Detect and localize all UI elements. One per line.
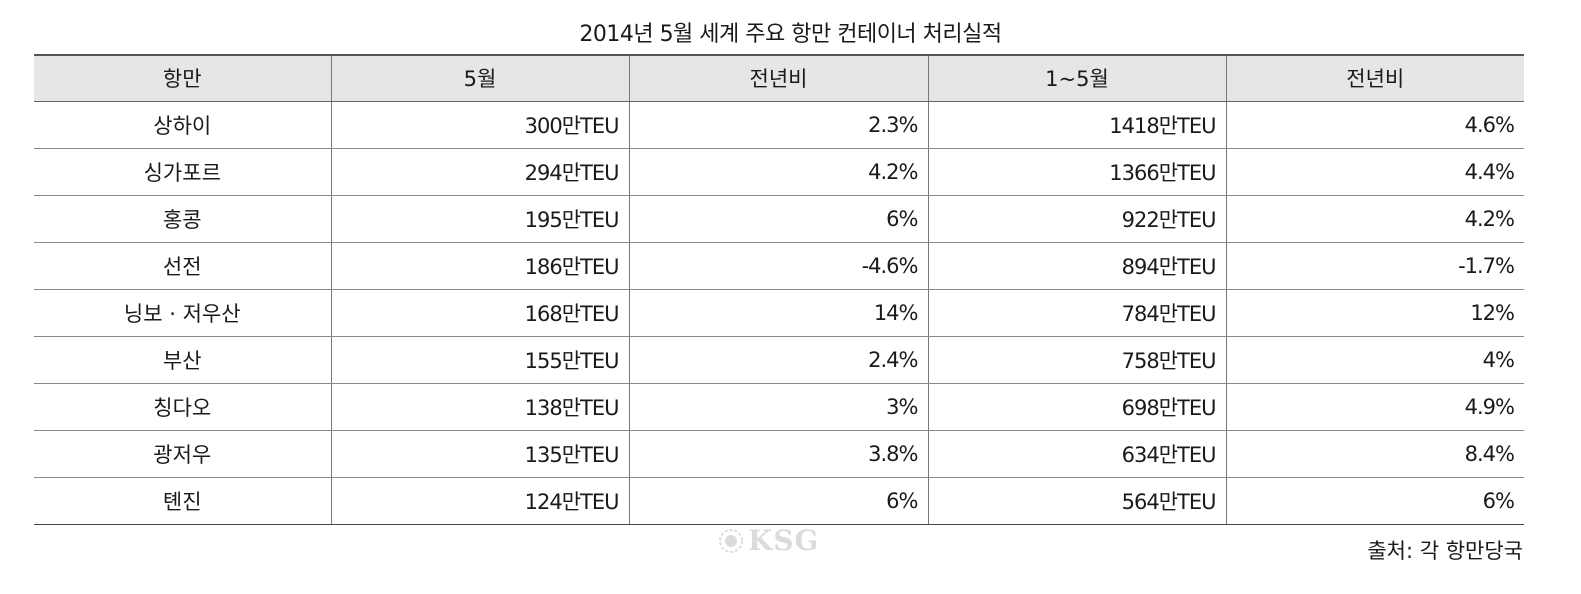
may-volume: 300만TEU [330,101,629,149]
header-jan-may: 1~5월 [927,54,1226,102]
port-name: 부산 [34,336,331,384]
may-yoy: 6% [628,195,928,243]
header-port: 항만 [34,54,331,102]
port-name: 싱가포르 [34,148,331,196]
ytd-yoy: 4% [1225,336,1524,384]
header-jan-may-yoy: 전년비 [1225,54,1524,102]
source-note: 출처: 각 항만당국 [1367,539,1523,563]
may-yoy: -4.6% [628,242,928,290]
port-name: 칭다오 [34,383,331,431]
may-volume: 135만TEU [330,430,629,478]
port-name: 상하이 [34,101,331,149]
table-row: 선전 186만TEU -4.6% 894만TEU -1.7% [34,242,1524,290]
port-name: 광저우 [34,430,331,478]
table-row: 상하이 300만TEU 2.3% 1418만TEU 4.6% [34,101,1524,149]
may-yoy: 2.3% [628,101,928,149]
may-yoy: 14% [628,289,928,337]
ytd-yoy: -1.7% [1225,242,1524,290]
table-row: 칭다오 138만TEU 3% 698만TEU 4.9% [34,383,1524,431]
table-row: 광저우 135만TEU 3.8% 634만TEU 8.4% [34,430,1524,478]
table-row: 닝보 · 저우산 168만TEU 14% 784만TEU 12% [34,289,1524,337]
ytd-volume: 922만TEU [927,195,1226,243]
port-throughput-table: 항만 5월 전년비 1~5월 전년비 상하이 300만TEU 2.3% 1418… [34,54,1524,525]
ytd-yoy: 4.6% [1225,101,1524,149]
ytd-volume: 1366만TEU [927,148,1226,196]
ksg-watermark: KSG [718,524,819,557]
port-name: 닝보 · 저우산 [34,289,331,337]
ytd-yoy: 4.9% [1225,383,1524,431]
port-name: 선전 [34,242,331,290]
table-row: 톈진 124만TEU 6% 564만TEU 6% [34,477,1524,525]
table-row: 싱가포르 294만TEU 4.2% 1366만TEU 4.4% [34,148,1524,196]
may-volume: 124만TEU [330,477,629,525]
watermark-text: KSG [748,524,820,557]
may-yoy: 4.2% [628,148,928,196]
ytd-yoy: 6% [1225,477,1524,525]
may-volume: 186만TEU [330,242,629,290]
ytd-volume: 758만TEU [927,336,1226,384]
header-row: 항만 5월 전년비 1~5월 전년비 [34,54,1524,102]
may-volume: 168만TEU [330,289,629,337]
ytd-volume: 1418만TEU [927,101,1226,149]
may-volume: 155만TEU [330,336,629,384]
header-may-yoy: 전년비 [628,54,928,102]
ytd-volume: 698만TEU [927,383,1226,431]
may-yoy: 2.4% [628,336,928,384]
table-row: 부산 155만TEU 2.4% 758만TEU 4% [34,336,1524,384]
header-may: 5월 [330,54,629,102]
ksg-emblem-icon [719,528,743,553]
ytd-volume: 784만TEU [927,289,1226,337]
ytd-volume: 894만TEU [927,242,1226,290]
ytd-yoy: 4.2% [1225,195,1524,243]
may-yoy: 6% [628,477,928,525]
may-yoy: 3.8% [628,430,928,478]
may-volume: 195만TEU [330,195,629,243]
table-row: 홍콩 195만TEU 6% 922만TEU 4.2% [34,195,1524,243]
ytd-yoy: 12% [1225,289,1524,337]
may-volume: 294만TEU [330,148,629,196]
ytd-yoy: 8.4% [1225,430,1524,478]
ytd-volume: 564만TEU [927,477,1226,525]
may-volume: 138만TEU [330,383,629,431]
port-name: 톈진 [34,477,331,525]
table-title: 2014년 5월 세계 주요 항만 컨테이너 처리실적 [579,22,1002,47]
ytd-yoy: 4.4% [1225,148,1524,196]
ytd-volume: 634만TEU [927,430,1226,478]
may-yoy: 3% [628,383,928,431]
port-name: 홍콩 [34,195,331,243]
